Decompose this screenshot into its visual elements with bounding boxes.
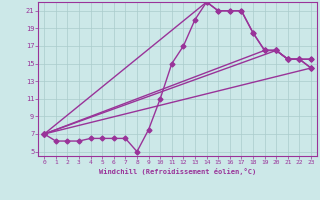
X-axis label: Windchill (Refroidissement éolien,°C): Windchill (Refroidissement éolien,°C) — [99, 168, 256, 175]
